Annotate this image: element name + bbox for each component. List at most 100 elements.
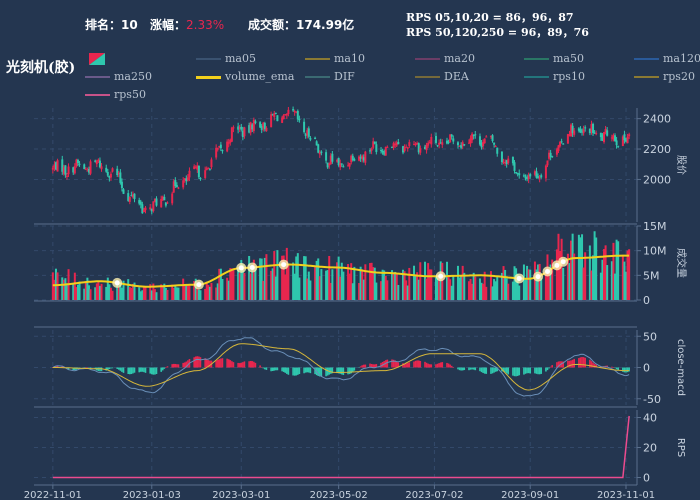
macd-bar: [538, 367, 541, 375]
volume-bar: [474, 276, 477, 300]
volume-bar: [621, 255, 624, 300]
candle-body: [548, 152, 551, 159]
macd-bar: [472, 367, 475, 370]
volume-bar: [197, 289, 200, 300]
candle-body: [570, 124, 573, 137]
legend-label: rps50: [114, 88, 146, 101]
macd-bar: [144, 367, 147, 373]
macd-bar: [496, 367, 499, 372]
candle-body: [287, 109, 290, 114]
legend-swatch: [196, 75, 221, 79]
macd-bar: [524, 367, 527, 374]
candle-body: [98, 160, 101, 168]
volume-bar: [127, 279, 130, 300]
candle-body: [53, 164, 56, 168]
volume-bar: [163, 283, 166, 300]
macd-bar: [303, 367, 305, 374]
legend-item-ma50[interactable]: ma50: [524, 52, 584, 66]
volume-bar: [416, 272, 419, 300]
volume-bar: [579, 237, 582, 300]
candle-body: [243, 127, 246, 137]
volume-bar: [331, 269, 334, 300]
legend-item-ma10[interactable]: ma10: [305, 52, 365, 66]
volume-bar: [571, 233, 574, 300]
volume-bar: [573, 253, 576, 300]
candle-body: [375, 144, 378, 152]
volume-bar: [463, 272, 466, 300]
macd-bar: [626, 367, 629, 373]
legend-item-ma05[interactable]: ma05: [196, 52, 256, 66]
volume-bar: [599, 272, 602, 300]
candle-body: [182, 180, 185, 188]
volume-bar: [89, 289, 92, 300]
macd-bar: [61, 365, 64, 368]
volume-bar: [562, 267, 565, 300]
legend-item-rps50[interactable]: rps50: [85, 88, 146, 102]
candle-body: [516, 173, 519, 175]
legend-item-DEA[interactable]: DEA: [415, 70, 469, 84]
volume-ema-highlight-core: [438, 273, 444, 279]
volume-ema-highlight-core: [516, 275, 522, 281]
macd-bar: [276, 367, 279, 371]
volume-bar: [172, 288, 175, 300]
macd-bar: [507, 367, 510, 375]
candle-body: [584, 127, 587, 129]
candle-body: [298, 118, 301, 121]
candle-body: [100, 166, 103, 170]
stock-logo-icon: [89, 50, 105, 65]
volume-bar: [155, 292, 158, 300]
volume-bar: [76, 284, 79, 300]
volume-bar: [369, 263, 372, 300]
volume-bar: [436, 277, 439, 300]
candle-body: [386, 146, 389, 148]
macd-bar: [262, 367, 265, 369]
macd-bar: [483, 367, 486, 374]
macd-bar: [254, 362, 257, 368]
macd-bar: [155, 367, 158, 375]
legend-swatch: [305, 58, 330, 60]
candle-body: [384, 146, 387, 156]
candle-body: [263, 122, 266, 130]
candle-body: [533, 171, 536, 175]
legend-item-ma20[interactable]: ma20: [415, 52, 475, 66]
legend-item-ma250[interactable]: ma250: [85, 70, 152, 84]
candle-body: [483, 138, 486, 144]
volume-bar: [271, 268, 274, 300]
candle-body: [438, 142, 441, 145]
candle-body: [436, 145, 439, 147]
macd-bar: [259, 365, 261, 368]
volume-ema-highlight-core: [535, 274, 541, 280]
rps-line-1: RPS 05,10,20 = 86，96，87: [406, 11, 574, 24]
volume-bar: [153, 289, 156, 300]
legend-item-ma120[interactable]: ma120: [634, 52, 700, 66]
legend-item-rps20[interactable]: rps20: [634, 70, 695, 84]
volume-bar: [414, 274, 417, 300]
legend-item-DIF[interactable]: DIF: [305, 70, 355, 84]
volume-bar: [320, 269, 323, 300]
candle-body: [227, 142, 230, 144]
candle-body: [339, 163, 342, 168]
candle-body: [306, 130, 309, 136]
macd-bar: [227, 359, 230, 368]
volume-bar: [555, 249, 558, 300]
macd-bar: [562, 361, 564, 368]
macd-bar: [358, 367, 360, 368]
volume-bar: [293, 273, 296, 300]
volume-bar: [139, 291, 142, 300]
volume-bar: [183, 284, 186, 300]
macd-bar: [556, 362, 558, 368]
candle-body: [568, 134, 571, 136]
volume-bar: [544, 270, 547, 300]
volume-bar: [511, 281, 514, 300]
volume-bar: [141, 290, 144, 300]
legend-item-rps10[interactable]: rps10: [524, 70, 585, 84]
candle-body: [177, 187, 180, 189]
macd-bar: [458, 367, 461, 371]
candle-body: [315, 141, 318, 146]
legend-item-volume-ema[interactable]: volume_ema: [196, 70, 294, 84]
volume-bar: [274, 276, 277, 300]
volume-bar: [252, 259, 255, 300]
macd-bar: [331, 367, 334, 374]
volume-bar: [533, 261, 536, 300]
volume-bar: [386, 280, 389, 300]
